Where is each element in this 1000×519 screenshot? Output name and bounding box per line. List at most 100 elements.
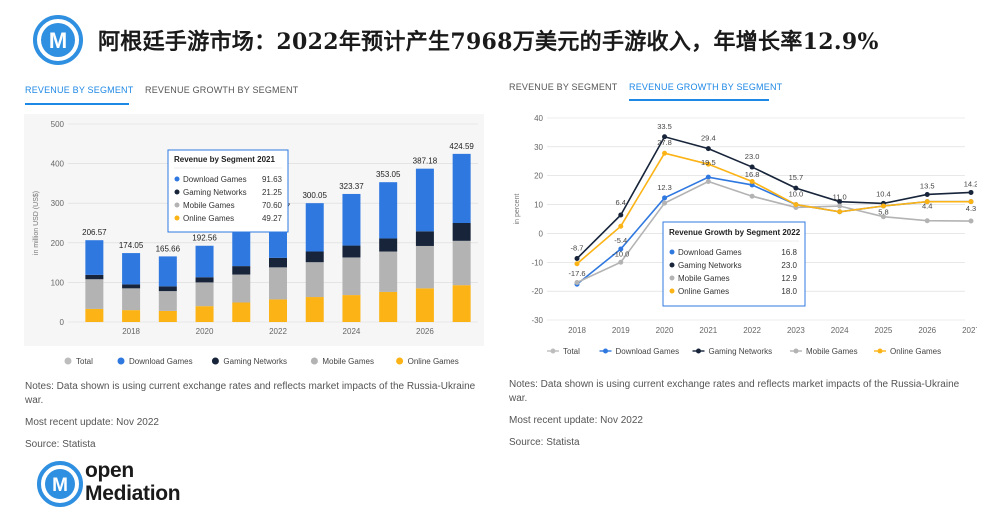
- tab-revenue-growth-by-segment-right[interactable]: Revenue Growth by Segment: [629, 82, 783, 92]
- brand-logo: M open Mediation: [37, 459, 197, 511]
- series-line: [576, 152, 971, 265]
- revenue-panel: Revenue by Segment Revenue Growth by Seg…: [18, 76, 490, 376]
- x-tick-label: 2018: [568, 326, 586, 335]
- tooltip-marker: [669, 249, 675, 255]
- x-tick-label: 2026: [918, 326, 936, 335]
- bar-total-label: 353.05: [376, 170, 401, 179]
- series-point: [968, 199, 974, 205]
- tooltip-series-value: 12.9: [781, 274, 797, 283]
- bar-segment: [379, 291, 398, 322]
- point-value-label: 19.5: [701, 158, 716, 167]
- bar-segment: [122, 310, 141, 322]
- point-value-label: -10.0: [612, 249, 629, 258]
- bar-segment: [379, 251, 398, 292]
- y-tick-label: 100: [51, 278, 65, 287]
- bar-total-label: 300.05: [302, 191, 327, 200]
- right-update-text: Most recent update: Nov 2022: [509, 415, 643, 426]
- bar-segment: [158, 291, 177, 311]
- bar-segment: [305, 251, 324, 263]
- legend-label: Gaming Networks: [709, 347, 773, 356]
- y-tick-label: 300: [51, 199, 65, 208]
- bar-segment: [415, 168, 434, 232]
- series-point: [968, 189, 974, 195]
- series-point: [705, 161, 711, 167]
- bar-segment: [305, 203, 324, 252]
- series-point: [880, 214, 886, 220]
- brand-name-line2: Mediation: [85, 482, 181, 505]
- logo-letter: M: [49, 28, 67, 53]
- bar-segment: [195, 306, 214, 322]
- legend-label: Download Games: [616, 347, 680, 356]
- series-point: [880, 203, 886, 209]
- bar-segment: [415, 231, 434, 246]
- tooltip-series-value: 18.0: [781, 287, 797, 296]
- tooltip-box: [167, 149, 289, 233]
- y-tick-label: 0: [60, 318, 65, 327]
- tooltip-marker: [174, 215, 180, 221]
- point-value-label: 27.8: [657, 138, 672, 147]
- tooltip-series-name: Online Games: [183, 214, 234, 223]
- point-value-label: 10.0: [789, 190, 804, 199]
- y-tick-label: 0: [539, 229, 544, 238]
- series-point: [837, 199, 843, 205]
- tab-revenue-by-segment[interactable]: Revenue by Segment: [25, 85, 134, 95]
- point-value-label: -8.7: [571, 244, 584, 253]
- tooltip-series-name: Mobile Games: [678, 274, 730, 283]
- bar-segment: [195, 282, 214, 307]
- bar-segment: [305, 297, 324, 322]
- bar-total-label: 165.66: [156, 244, 181, 253]
- bar-segment: [232, 266, 251, 275]
- y-tick-label: 10: [534, 201, 543, 210]
- bar-segment: [85, 274, 104, 280]
- legend-label: Mobile Games: [322, 357, 374, 366]
- tooltip-series-value: 70.60: [262, 201, 283, 210]
- legend-marker: [310, 357, 318, 365]
- series-point: [618, 259, 624, 265]
- bar-segment: [232, 302, 251, 322]
- series-point: [662, 195, 668, 201]
- bar-segment: [195, 277, 214, 283]
- tab-revenue-by-segment-right[interactable]: Revenue by Segment: [509, 82, 618, 92]
- tooltip-series-value: 23.0: [781, 261, 797, 270]
- legend-marker: [550, 348, 556, 354]
- series-point: [662, 150, 668, 156]
- x-tick-label: 2022: [743, 326, 761, 335]
- legend-marker: [696, 348, 701, 354]
- x-tick-label: 2025: [875, 326, 893, 335]
- point-value-label: 33.5: [657, 122, 672, 131]
- brand-name-line1: open: [85, 459, 134, 482]
- x-tick-label: 2020: [656, 326, 674, 335]
- title-bar: M 阿根廷手游市场：2022年预计产生7968万美元的手游收入，年增长率12.9…: [0, 0, 1000, 76]
- tooltip-marker: [174, 176, 180, 182]
- tooltip-series-name: Online Games: [678, 287, 729, 296]
- series-point: [662, 134, 668, 140]
- legend-label: Gaming Networks: [223, 357, 287, 366]
- tooltip-marker: [174, 202, 180, 208]
- x-tick-label: 2019: [612, 326, 630, 335]
- y-tick-label: 200: [51, 239, 65, 248]
- tooltip-series-value: 49.27: [262, 214, 283, 223]
- tab-revenue-growth-by-segment[interactable]: Revenue Growth by Segment: [145, 85, 299, 95]
- y-tick-label: -30: [531, 316, 543, 325]
- series-point: [749, 164, 755, 170]
- point-value-label: 29.4: [701, 134, 716, 143]
- bar-segment: [452, 223, 471, 241]
- bar-segment: [342, 295, 361, 322]
- bar-segment: [158, 286, 177, 292]
- legend-marker: [396, 357, 404, 365]
- series-point: [749, 178, 755, 184]
- x-tick-label: 2024: [831, 326, 849, 335]
- x-tick-label: 2018: [122, 327, 140, 336]
- left-notes-text: Notes: Data shown is using current excha…: [25, 381, 476, 406]
- tooltip-series-value: 21.25: [262, 188, 283, 197]
- right-source-text: Source: Statista: [509, 437, 580, 448]
- bar-segment: [415, 288, 434, 322]
- bar-segment: [122, 253, 141, 285]
- legend-label: Total: [76, 357, 93, 366]
- active-tab-indicator-right: [629, 99, 769, 101]
- legend-marker: [877, 348, 883, 354]
- y-axis-label: in million USD (US$): [33, 191, 40, 255]
- bar-segment: [85, 308, 104, 322]
- bar-total-label: 206.57: [82, 228, 107, 237]
- tooltip-marker: [669, 288, 675, 294]
